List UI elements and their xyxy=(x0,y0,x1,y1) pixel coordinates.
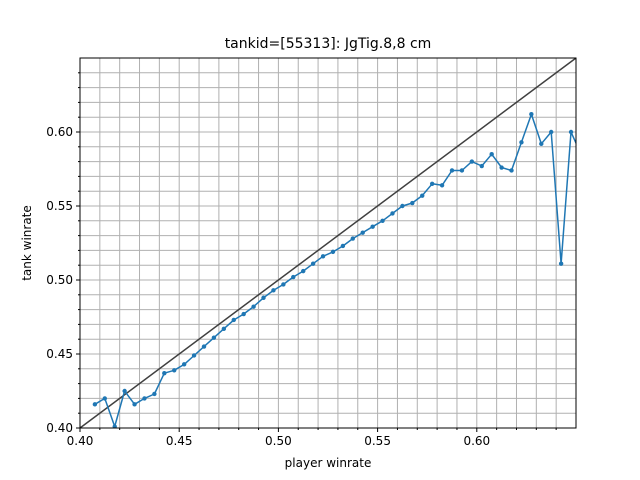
data-point xyxy=(579,152,583,156)
data-point xyxy=(291,274,296,280)
x-tick-label: 0.55 xyxy=(364,434,391,448)
data-point xyxy=(162,371,167,376)
data-point xyxy=(261,295,266,300)
data-point xyxy=(400,203,405,209)
data-point xyxy=(310,261,316,266)
data-point xyxy=(172,368,177,373)
y-tick-label: 0.60 xyxy=(46,125,73,139)
reference-line-group xyxy=(79,57,577,429)
series-group xyxy=(92,112,583,428)
data-point xyxy=(231,317,236,323)
data-point xyxy=(211,335,217,340)
data-point xyxy=(122,388,127,394)
data-point xyxy=(340,243,346,249)
data-point xyxy=(499,165,504,170)
data-point xyxy=(449,168,455,173)
data-point xyxy=(271,288,276,293)
data-point xyxy=(201,344,207,349)
data-point xyxy=(549,129,554,135)
y-tick-label: 0.40 xyxy=(46,421,73,435)
data-point xyxy=(360,230,365,235)
x-tick-label: 0.50 xyxy=(265,434,292,448)
data-point xyxy=(568,129,574,135)
data-point xyxy=(241,311,246,317)
x-axis: 0.40 0.45 0.50 0.55 0.60 xyxy=(67,428,557,448)
data-point xyxy=(181,362,187,367)
data-point xyxy=(519,140,524,145)
data-point xyxy=(489,152,494,157)
data-point xyxy=(380,218,385,223)
data-point xyxy=(112,424,117,428)
data-point xyxy=(469,159,475,164)
data-point xyxy=(221,326,227,332)
data-point xyxy=(251,304,256,309)
data-point xyxy=(539,141,544,147)
data-point xyxy=(330,249,336,255)
data-point xyxy=(439,183,445,188)
data-point xyxy=(479,163,484,169)
plot-area xyxy=(92,112,583,428)
y-axis-label: tank winrate xyxy=(20,205,34,281)
data-point xyxy=(429,181,435,186)
data-point xyxy=(92,402,98,407)
data-point xyxy=(410,200,415,206)
data-point xyxy=(281,282,286,287)
data-point xyxy=(301,268,306,274)
data-point xyxy=(558,261,564,266)
x-tick-label: 0.45 xyxy=(166,434,193,448)
y-tick-label: 0.45 xyxy=(46,347,73,361)
x-tick-label: 0.60 xyxy=(463,434,490,448)
x-axis-label: player winrate xyxy=(285,456,372,470)
x-tick-label: 0.40 xyxy=(67,434,94,448)
data-point xyxy=(191,353,197,358)
chart-title: tankid=[55313]: JgTig.8,8 cm xyxy=(225,36,432,52)
data-point xyxy=(459,168,465,173)
y-tick-label: 0.55 xyxy=(46,199,73,213)
data-point xyxy=(509,168,514,173)
data-point xyxy=(529,112,534,117)
data-point xyxy=(142,396,147,401)
data-point xyxy=(350,236,355,241)
data-point xyxy=(370,224,375,229)
y-axis: 0.40 0.45 0.50 0.55 0.60 xyxy=(46,72,80,435)
axes-frame xyxy=(79,57,577,429)
data-point xyxy=(102,396,108,401)
reference-line xyxy=(79,57,577,429)
data-point xyxy=(390,211,395,216)
data-point xyxy=(320,254,326,259)
y-tick-label: 0.50 xyxy=(46,273,73,287)
data-point xyxy=(152,391,157,397)
grid xyxy=(79,57,577,429)
data-point xyxy=(132,402,137,407)
data-point xyxy=(420,193,425,198)
